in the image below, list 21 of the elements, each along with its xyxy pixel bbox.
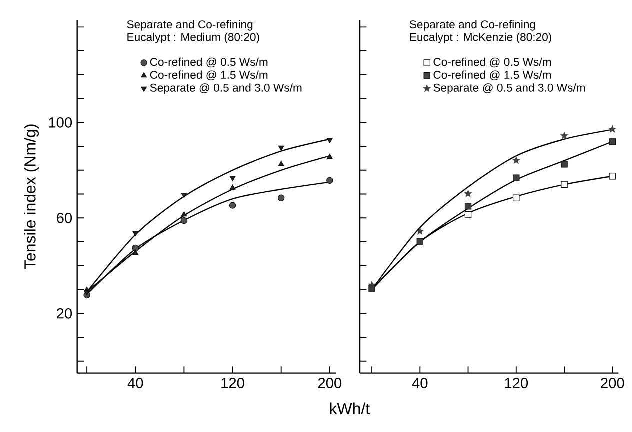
x-tick-label: 120 (222, 378, 244, 388)
legend-label: Co-refined @ 1.5 Ws/m (434, 70, 552, 80)
legend-label: Separate @ 0.5 and 3.0 Ws/m (434, 84, 586, 94)
legend-label: Co-refined @ 1.5 Ws/m (150, 70, 268, 80)
chart-title: Separate and Co-refining (410, 20, 536, 31)
x-tick-label: 40 (128, 378, 144, 388)
x-tick-label: 120 (505, 378, 528, 388)
text: Eucalypt : Medium (80:20) (128, 32, 260, 44)
legend-label: Co-refined @ 0.5 Ws/m (150, 58, 268, 68)
y-tick-label: 60 (57, 212, 72, 224)
x-tick-label: 40 (412, 378, 428, 388)
y-axis-title: Tensile index (Nm/g) (24, 124, 40, 270)
x-tick-label: 200 (318, 378, 342, 388)
x-tick-label: 200 (601, 378, 624, 388)
legend-label: Separate @ 0.5 and 3.0 Ws/m (150, 84, 302, 94)
x-axis-title: kWh/t (330, 402, 370, 415)
chart-title: Separate and Co-refining (127, 20, 253, 31)
y-tick-label: 100 (49, 117, 72, 128)
legend-label: Co-refined @ 0.5 Ws/m (434, 58, 552, 68)
text: Eucalypt : McKenzie (80:20) (410, 32, 552, 44)
y-tick-label: 20 (57, 308, 72, 319)
